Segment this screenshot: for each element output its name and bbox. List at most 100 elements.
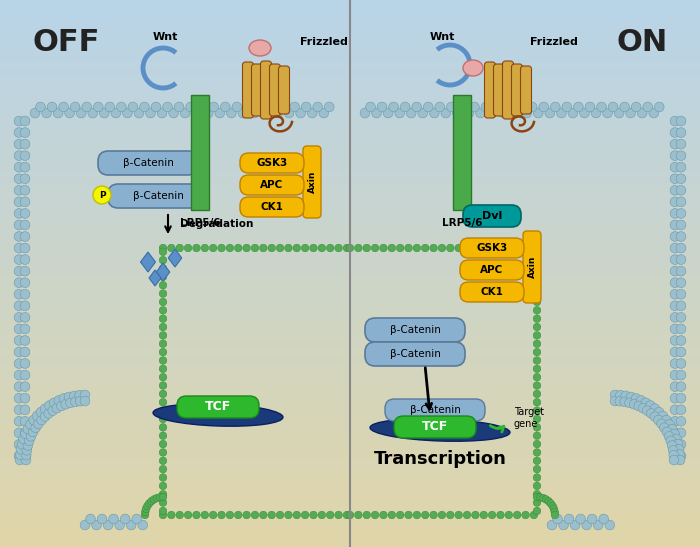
Ellipse shape	[370, 419, 510, 441]
Circle shape	[290, 102, 300, 112]
Ellipse shape	[249, 40, 271, 56]
Circle shape	[510, 108, 520, 118]
Circle shape	[201, 511, 209, 519]
Text: β-Catenin: β-Catenin	[122, 158, 174, 168]
Circle shape	[464, 108, 474, 118]
Bar	[0, 246, 700, 253]
Circle shape	[20, 440, 30, 449]
Circle shape	[657, 419, 666, 429]
Circle shape	[66, 398, 76, 408]
Circle shape	[150, 496, 158, 503]
Circle shape	[20, 185, 30, 195]
Circle shape	[455, 511, 463, 519]
FancyBboxPatch shape	[503, 61, 514, 119]
Circle shape	[238, 108, 248, 118]
Circle shape	[666, 436, 675, 446]
Circle shape	[664, 432, 674, 441]
Circle shape	[670, 278, 680, 288]
Bar	[0, 75, 700, 82]
Circle shape	[441, 108, 451, 118]
FancyBboxPatch shape	[463, 205, 521, 227]
Circle shape	[363, 511, 370, 519]
Circle shape	[645, 401, 655, 410]
Circle shape	[533, 282, 541, 289]
Circle shape	[15, 450, 25, 459]
Circle shape	[676, 370, 686, 380]
Circle shape	[301, 102, 311, 112]
Bar	[0, 342, 700, 349]
Circle shape	[667, 424, 677, 434]
Circle shape	[49, 398, 59, 408]
Circle shape	[159, 348, 167, 356]
Bar	[0, 137, 700, 143]
Circle shape	[14, 428, 24, 438]
Bar	[0, 424, 700, 431]
Circle shape	[14, 232, 24, 241]
Bar	[0, 14, 700, 20]
Circle shape	[20, 370, 30, 380]
Circle shape	[318, 244, 326, 252]
Circle shape	[676, 393, 686, 403]
Circle shape	[594, 520, 603, 530]
Circle shape	[167, 244, 175, 252]
Circle shape	[670, 428, 680, 438]
Circle shape	[396, 511, 404, 519]
Circle shape	[159, 449, 167, 456]
Circle shape	[159, 357, 167, 364]
Circle shape	[610, 396, 620, 406]
Text: CK1: CK1	[260, 202, 284, 212]
Circle shape	[250, 108, 259, 118]
Circle shape	[14, 220, 24, 230]
Circle shape	[343, 244, 351, 252]
Circle shape	[447, 244, 454, 252]
Bar	[0, 103, 700, 109]
Bar	[0, 287, 700, 294]
Bar	[0, 417, 700, 424]
Circle shape	[134, 108, 144, 118]
Circle shape	[159, 248, 167, 255]
Text: LRP5/6: LRP5/6	[180, 218, 220, 228]
Circle shape	[670, 208, 680, 218]
Circle shape	[20, 243, 30, 253]
Bar	[0, 335, 700, 342]
Circle shape	[646, 409, 656, 418]
Circle shape	[85, 514, 95, 524]
Circle shape	[309, 244, 317, 252]
Circle shape	[14, 278, 24, 288]
Circle shape	[159, 440, 167, 448]
Circle shape	[355, 244, 362, 252]
Circle shape	[360, 108, 370, 118]
Circle shape	[167, 511, 175, 519]
FancyBboxPatch shape	[385, 399, 485, 421]
Circle shape	[17, 439, 27, 449]
Circle shape	[476, 108, 485, 118]
Circle shape	[550, 102, 560, 112]
Bar	[0, 438, 700, 444]
Bar	[0, 479, 700, 486]
Bar	[0, 150, 700, 158]
Bar	[0, 143, 700, 150]
Circle shape	[116, 102, 126, 112]
Circle shape	[547, 520, 556, 530]
Circle shape	[59, 394, 69, 403]
Circle shape	[447, 102, 456, 112]
Circle shape	[670, 301, 680, 311]
Circle shape	[226, 244, 234, 252]
Circle shape	[40, 412, 50, 421]
Circle shape	[88, 108, 97, 118]
Circle shape	[585, 102, 595, 112]
Circle shape	[14, 266, 24, 276]
Circle shape	[463, 511, 471, 519]
Circle shape	[293, 511, 300, 519]
Circle shape	[146, 499, 153, 507]
Circle shape	[244, 102, 253, 112]
Bar	[0, 178, 700, 184]
Circle shape	[14, 139, 24, 149]
Circle shape	[26, 432, 36, 441]
Circle shape	[533, 440, 541, 448]
Circle shape	[14, 359, 24, 368]
Circle shape	[159, 499, 167, 507]
Bar	[0, 267, 700, 274]
Circle shape	[676, 440, 686, 449]
FancyBboxPatch shape	[484, 62, 496, 118]
